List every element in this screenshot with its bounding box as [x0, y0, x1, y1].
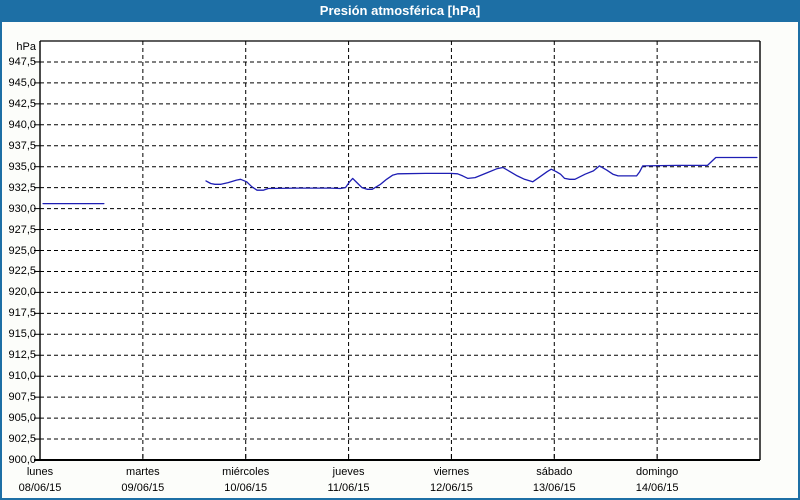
x-day-label: martes	[126, 466, 160, 478]
x-day-label: jueves	[332, 466, 365, 478]
y-tick-label: 925,0	[8, 244, 36, 257]
y-tick-label: 935,0	[8, 160, 36, 173]
x-date-label: 09/06/15	[121, 482, 165, 494]
y-tick-label: 927,5	[8, 223, 36, 236]
x-day-label: domingo	[636, 466, 679, 478]
y-tick-label: 937,5	[8, 139, 36, 152]
y-tick-label: 900,0	[8, 454, 36, 466]
x-day-label: viernes	[433, 466, 470, 478]
x-day-label: sábado	[536, 466, 573, 478]
y-tick-label: 912,5	[8, 349, 36, 362]
y-axis-unit-label: hPa	[16, 41, 36, 53]
y-tick-label: 902,5	[8, 433, 36, 446]
y-tick-label: 915,0	[8, 328, 36, 341]
window-titlebar: Presión atmosférica [hPa]	[0, 0, 800, 22]
y-tick-label: 930,0	[8, 202, 36, 215]
x-day-label: lunes	[26, 466, 54, 478]
x-date-label: 13/06/15	[532, 482, 576, 494]
y-tick-label: 932,5	[8, 181, 36, 194]
y-tick-label: 922,5	[8, 265, 36, 278]
x-date-label: 11/06/15	[327, 482, 370, 494]
x-date-label: 14/06/15	[635, 482, 679, 494]
y-tick-label: 940,0	[8, 118, 36, 131]
y-tick-label: 945,0	[8, 76, 36, 89]
x-date-label: 08/06/15	[18, 482, 62, 494]
y-tick-label: 920,0	[8, 286, 36, 299]
y-tick-label: 905,0	[8, 412, 36, 425]
y-tick-label: 947,5	[8, 55, 36, 68]
y-tick-label: 942,5	[8, 97, 36, 110]
y-tick-label: 907,5	[8, 391, 36, 404]
pressure-data-line	[205, 156, 758, 191]
y-tick-label: 917,5	[8, 307, 36, 320]
window-title: Presión atmosférica [hPa]	[319, 3, 481, 18]
x-day-label: miércoles	[222, 466, 270, 478]
x-date-label: 10/06/15	[224, 482, 268, 494]
y-tick-label: 910,0	[8, 370, 36, 383]
x-date-label: 12/06/15	[430, 482, 473, 494]
